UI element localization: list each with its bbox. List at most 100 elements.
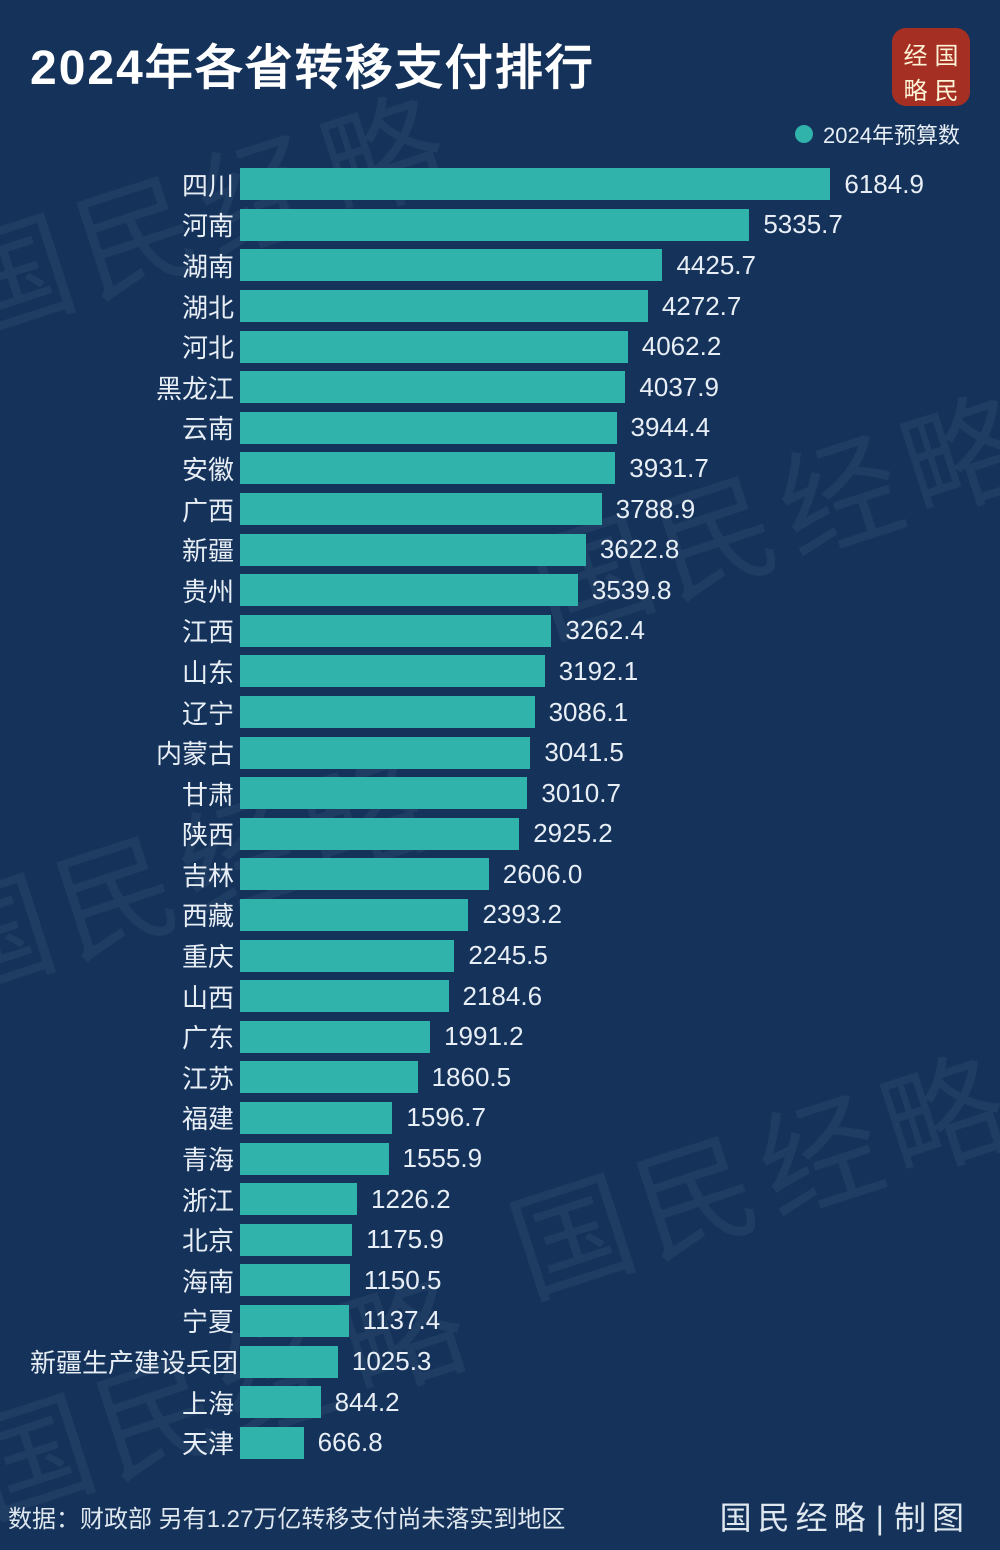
category-label: 内蒙古 — [30, 734, 240, 771]
category-label: 河南 — [30, 206, 240, 243]
category-label: 天津 — [30, 1424, 240, 1461]
category-label: 浙江 — [30, 1181, 240, 1218]
chart-row: 山西2184.6 — [30, 976, 970, 1017]
value-label: 1860.5 — [418, 1062, 512, 1093]
category-label: 重庆 — [30, 937, 240, 974]
value-label: 3041.5 — [530, 737, 624, 768]
category-label: 四川 — [30, 166, 240, 203]
chart-row: 黑龙江4037.9 — [30, 367, 970, 408]
bar-wrap: 1025.3 — [240, 1341, 970, 1382]
value-label: 6184.9 — [830, 169, 924, 200]
chart-row: 山东3192.1 — [30, 651, 970, 692]
chart-row: 吉林2606.0 — [30, 854, 970, 895]
category-label: 安徽 — [30, 450, 240, 487]
bar-wrap: 1137.4 — [240, 1301, 970, 1342]
value-label: 3262.4 — [551, 615, 645, 646]
chart-row: 青海1555.9 — [30, 1138, 970, 1179]
category-label: 贵州 — [30, 572, 240, 609]
value-label: 4272.7 — [648, 291, 742, 322]
category-label: 陕西 — [30, 815, 240, 852]
category-label: 宁夏 — [30, 1302, 240, 1339]
category-label: 辽宁 — [30, 694, 240, 731]
bar-chart: 四川6184.9河南5335.7湖南4425.7湖北4272.7河北4062.2… — [0, 158, 1000, 1463]
value-label: 3086.1 — [535, 697, 629, 728]
category-label: 上海 — [30, 1384, 240, 1421]
bar — [240, 1305, 349, 1337]
chart-row: 河南5335.7 — [30, 205, 970, 246]
chart-row: 新疆 3622.8 — [30, 529, 970, 570]
chart-row: 安徽3931.7 — [30, 448, 970, 489]
bar — [240, 534, 586, 566]
category-label: 江苏 — [30, 1059, 240, 1096]
value-label: 1991.2 — [430, 1021, 524, 1052]
bar-wrap: 1175.9 — [240, 1219, 970, 1260]
value-label: 1555.9 — [389, 1143, 483, 1174]
logo-char-tr: 国 — [935, 36, 959, 71]
chart-row: 海南1150.5 — [30, 1260, 970, 1301]
bar — [240, 290, 648, 322]
legend-label: 2024年预算数 — [823, 118, 960, 150]
bar — [240, 1264, 350, 1296]
bar — [240, 574, 578, 606]
data-source: 数据：财政部 另有1.27万亿转移支付尚未落实到地区 — [8, 1499, 565, 1534]
value-label: 3944.4 — [617, 412, 711, 443]
value-label: 3539.8 — [578, 575, 672, 606]
value-label: 2606.0 — [489, 859, 583, 890]
category-label: 北京 — [30, 1221, 240, 1258]
bar-wrap: 3622.8 — [240, 529, 970, 570]
category-label: 湖南 — [30, 247, 240, 284]
value-label: 4037.9 — [625, 372, 719, 403]
category-label: 西藏 — [30, 896, 240, 933]
logo-char-br: 民 — [935, 71, 959, 106]
chart-row: 河北4062.2 — [30, 326, 970, 367]
bar — [240, 1061, 418, 1093]
chart-row: 福建1596.7 — [30, 1098, 970, 1139]
brand-logo: 经 国 略 民 — [892, 28, 970, 106]
chart-row: 云南 3944.4 — [30, 408, 970, 449]
chart-row: 新疆生产建设兵团1025.3 — [30, 1341, 970, 1382]
bar-wrap: 3944.4 — [240, 408, 970, 449]
bar — [240, 331, 628, 363]
category-label: 云南 — [30, 409, 240, 446]
bar-wrap: 1860.5 — [240, 1057, 970, 1098]
bar — [240, 1143, 389, 1175]
chart-row: 甘肃3010.7 — [30, 773, 970, 814]
bar-wrap: 2606.0 — [240, 854, 970, 895]
chart-row: 重庆 2245.5 — [30, 935, 970, 976]
value-label: 3192.1 — [545, 656, 639, 687]
value-label: 2245.5 — [454, 940, 548, 971]
category-label: 海南 — [30, 1262, 240, 1299]
bar-wrap: 666.8 — [240, 1422, 970, 1463]
bar-wrap: 1150.5 — [240, 1260, 970, 1301]
category-label: 新疆生产建设兵团 — [30, 1343, 240, 1380]
value-label: 2925.2 — [519, 818, 613, 849]
chart-row: 广东1991.2 — [30, 1016, 970, 1057]
value-label: 3622.8 — [586, 534, 680, 565]
bar — [240, 249, 662, 281]
value-label: 1137.4 — [349, 1305, 441, 1336]
chart-row: 内蒙古 3041.5 — [30, 732, 970, 773]
chart-row: 天津666.8 — [30, 1422, 970, 1463]
value-label: 844.2 — [321, 1387, 400, 1418]
bar — [240, 1183, 357, 1215]
bar — [240, 737, 530, 769]
bar-wrap: 3262.4 — [240, 611, 970, 652]
bar — [240, 493, 602, 525]
value-label: 3010.7 — [527, 778, 621, 809]
bar-wrap: 3041.5 — [240, 732, 970, 773]
bar-wrap: 844.2 — [240, 1382, 970, 1423]
bar-wrap: 1555.9 — [240, 1138, 970, 1179]
bar — [240, 1386, 321, 1418]
bar-wrap: 1991.2 — [240, 1016, 970, 1057]
chart-row: 西藏2393.2 — [30, 895, 970, 936]
bar — [240, 1224, 352, 1256]
value-label: 3788.9 — [602, 494, 696, 525]
bar — [240, 696, 535, 728]
chart-row: 广西3788.9 — [30, 489, 970, 530]
bar-wrap: 1596.7 — [240, 1098, 970, 1139]
bar — [240, 777, 527, 809]
category-label: 新疆 — [30, 531, 240, 568]
bar — [240, 1427, 304, 1459]
bar — [240, 371, 625, 403]
brand-sep: | — [876, 1500, 890, 1536]
